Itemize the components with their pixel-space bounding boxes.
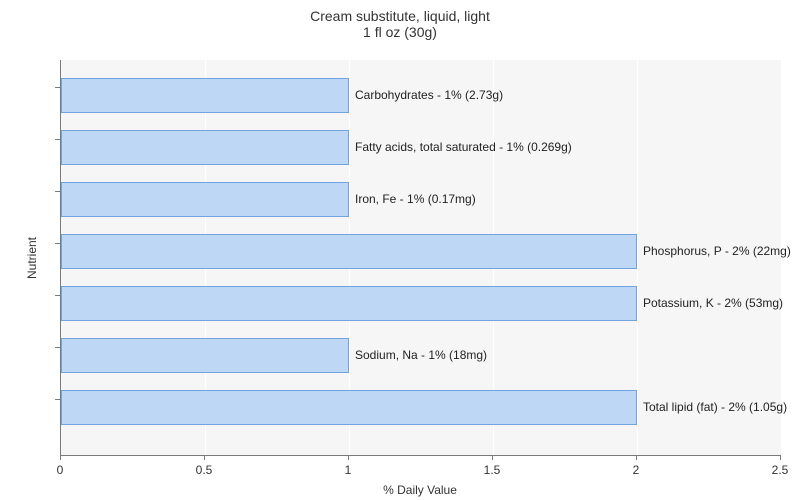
gridline [637,60,638,455]
x-tick-label: 1.5 [484,463,501,477]
bar-label: Carbohydrates - 1% (2.73g) [355,88,503,102]
bar-label: Iron, Fe - 1% (0.17mg) [355,192,476,206]
y-tick [55,191,60,192]
x-tick-label: 0 [57,463,64,477]
x-tick-label: 1 [345,463,352,477]
bar-label: Potassium, K - 2% (53mg) [643,296,783,310]
x-tick [204,455,205,460]
x-tick [636,455,637,460]
bar [61,286,637,321]
x-tick [60,455,61,460]
bar [61,130,349,165]
bar [61,390,637,425]
x-tick-label: 2.5 [772,463,789,477]
bar-label: Phosphorus, P - 2% (22mg) [643,244,791,258]
y-tick [55,295,60,296]
chart-container: Cream substitute, liquid, light 1 fl oz … [0,0,800,500]
bar [61,182,349,217]
y-tick [55,243,60,244]
y-tick [55,399,60,400]
plot-area: Carbohydrates - 1% (2.73g) Fatty acids, t… [60,60,781,456]
x-tick-label: 0.5 [196,463,213,477]
x-tick [780,455,781,460]
bar-label: Fatty acids, total saturated - 1% (0.269… [355,140,572,154]
chart-title-line1: Cream substitute, liquid, light [0,8,800,24]
bar [61,78,349,113]
x-tick [348,455,349,460]
bar-label: Sodium, Na - 1% (18mg) [355,348,487,362]
gridline [781,60,782,455]
y-tick [55,347,60,348]
y-axis-label: Nutrient [25,236,39,278]
chart-title-line2: 1 fl oz (30g) [0,24,800,40]
y-tick [55,87,60,88]
x-tick-label: 2 [633,463,640,477]
bar [61,234,637,269]
chart-title-block: Cream substitute, liquid, light 1 fl oz … [0,0,800,40]
bar-label: Total lipid (fat) - 2% (1.05g) [643,400,787,414]
x-tick [492,455,493,460]
bar [61,338,349,373]
x-axis-label: % Daily Value [383,483,457,497]
y-tick [55,139,60,140]
